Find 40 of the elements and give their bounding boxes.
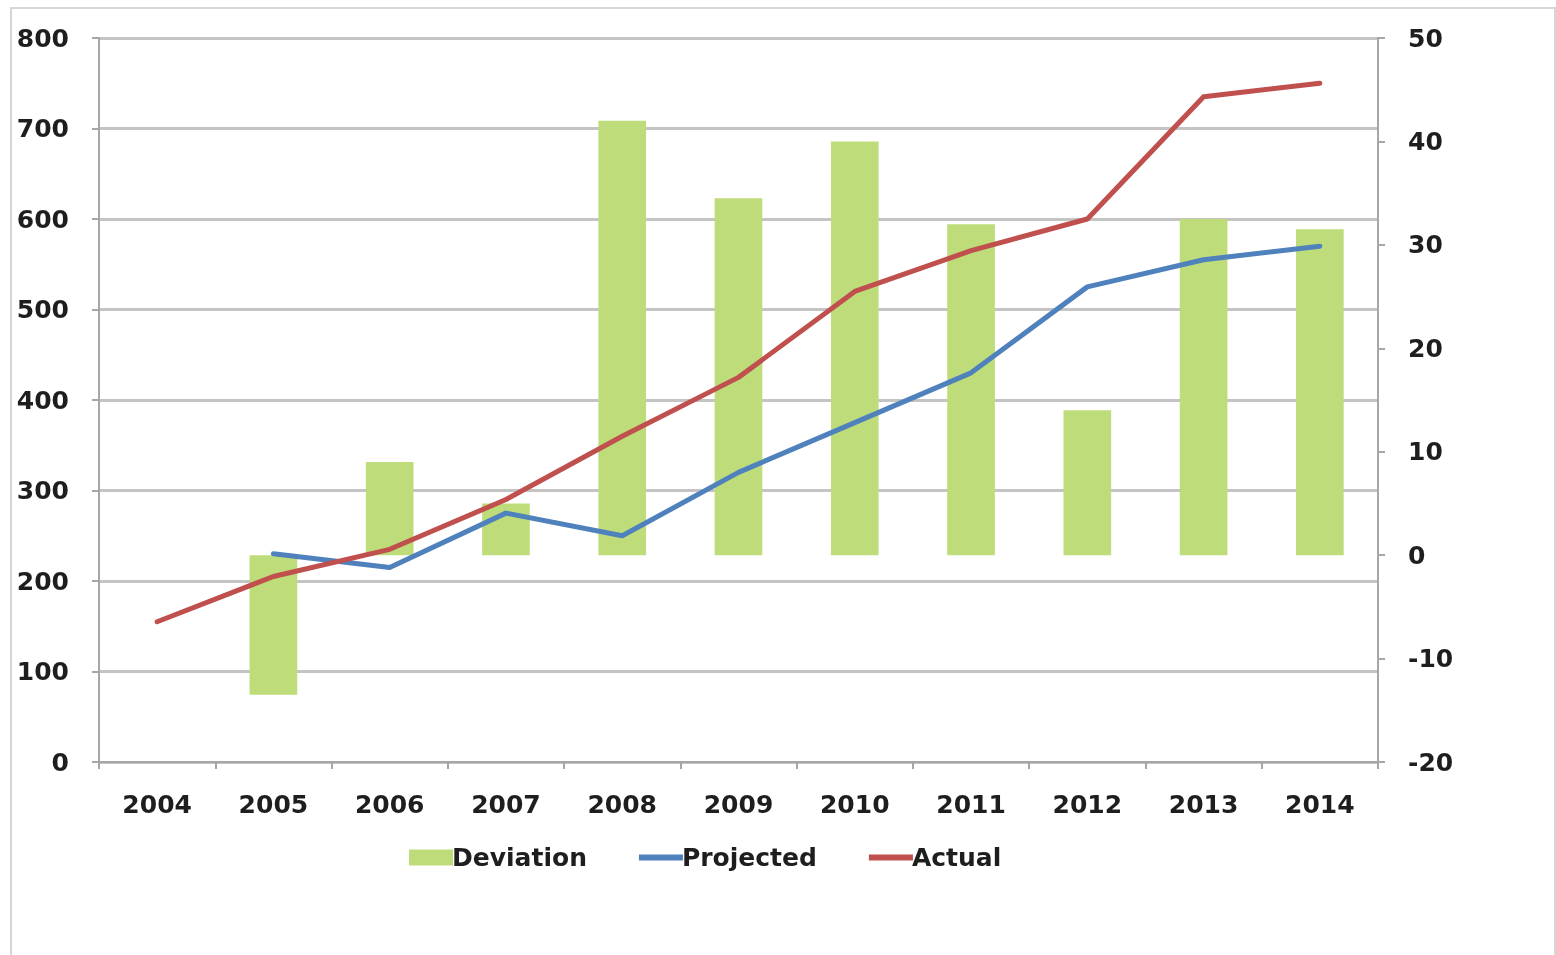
y-tick-label: 700 — [16, 114, 69, 143]
x-tick-label: 2006 — [354, 790, 425, 819]
y2-tick-label: 0 — [1408, 540, 1426, 570]
y-tick-label: 0 — [51, 747, 69, 777]
y-tick-label: 100 — [16, 657, 69, 686]
y2-tick-label: -10 — [1408, 644, 1454, 674]
bar — [365, 462, 414, 556]
y2-tick-label: -20 — [1408, 747, 1454, 777]
bar — [1296, 229, 1344, 556]
y-tick-label: 800 — [16, 23, 69, 53]
x-tick-label: 2008 — [587, 790, 658, 819]
x-tick-label: 2011 — [936, 790, 1006, 819]
y-tick-label: 400 — [16, 385, 69, 415]
y-tick-label: 300 — [16, 476, 69, 505]
bar — [830, 141, 879, 556]
bar — [1179, 219, 1228, 556]
x-tick-label: 2007 — [471, 790, 541, 819]
legend-label: Projected — [681, 843, 817, 872]
legend-label: Deviation — [452, 843, 587, 872]
x-tick-label: 2004 — [122, 790, 192, 819]
y2-tick-label: 20 — [1408, 333, 1443, 363]
y-tick-label: 600 — [16, 204, 69, 234]
y2-tick-label: 40 — [1408, 126, 1443, 156]
bar — [249, 555, 298, 695]
x-tick-label: 2012 — [1052, 790, 1123, 819]
y-tick-label: 500 — [16, 295, 69, 324]
legend-label: Actual — [911, 843, 1002, 872]
bar — [1063, 410, 1112, 556]
bar — [947, 224, 995, 556]
y-tick-label: 200 — [16, 566, 69, 596]
y2-tick-label: 50 — [1408, 23, 1443, 53]
y2-tick-label: 10 — [1408, 437, 1443, 467]
x-tick-label: 2010 — [819, 790, 890, 819]
bar — [714, 198, 763, 556]
x-tick-label: 2013 — [1168, 790, 1239, 819]
bar — [598, 120, 647, 556]
x-tick-label: 2005 — [238, 790, 309, 819]
x-tick-label: 2014 — [1285, 790, 1355, 819]
y2-tick-label: 30 — [1408, 230, 1443, 260]
x-tick-label: 2009 — [703, 790, 774, 819]
